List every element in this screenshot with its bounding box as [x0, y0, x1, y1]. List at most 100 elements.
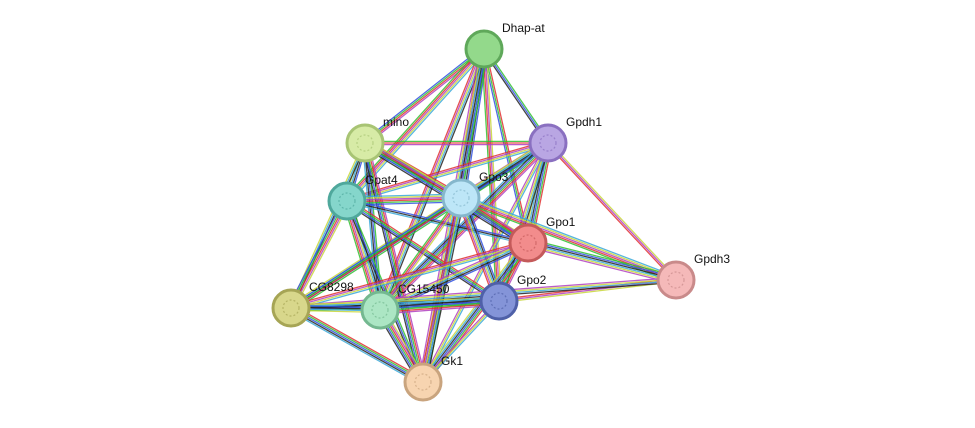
node[interactable] [441, 178, 481, 218]
node-label: Gpo1 [546, 215, 576, 229]
edge [483, 48, 529, 244]
node-label: Gpo2 [517, 273, 547, 287]
node[interactable] [508, 223, 548, 263]
edge [461, 195, 677, 280]
edge [423, 243, 530, 383]
node[interactable] [464, 29, 504, 69]
edge [290, 197, 462, 309]
node[interactable] [479, 281, 519, 321]
edge [290, 200, 348, 309]
edge [291, 198, 463, 310]
edge [289, 199, 347, 308]
edge [425, 245, 532, 385]
node-label: mino [383, 115, 409, 129]
edge [363, 46, 483, 142]
edge [365, 142, 426, 382]
edge [380, 304, 500, 315]
edge [423, 198, 464, 383]
node[interactable] [403, 362, 443, 402]
edge [481, 49, 528, 244]
edge [381, 199, 464, 312]
edge [484, 48, 531, 243]
edge [420, 241, 527, 381]
edge [424, 244, 531, 384]
edge [362, 143, 423, 383]
edge [290, 241, 528, 308]
edge [364, 47, 484, 143]
node[interactable] [327, 181, 367, 221]
edge [378, 239, 527, 308]
edge [527, 244, 676, 283]
edge [346, 201, 528, 246]
edge [361, 143, 421, 383]
node-structure [519, 234, 537, 252]
edge [367, 142, 427, 382]
edge [292, 145, 551, 312]
edge [480, 49, 498, 302]
edge [288, 139, 547, 306]
node[interactable] [360, 290, 400, 330]
edge [287, 199, 345, 307]
node-label: Gk1 [441, 354, 463, 368]
node-structure [338, 192, 356, 210]
node-label: Gpo3 [479, 170, 509, 184]
edge [293, 202, 351, 310]
node-structure [282, 299, 300, 317]
edge [547, 142, 677, 281]
edge [377, 140, 547, 309]
edge [290, 240, 528, 307]
edge [546, 143, 676, 282]
node-label: CG15450 [398, 282, 450, 296]
node-label: CG8298 [309, 280, 354, 294]
edge [290, 307, 424, 383]
edge [425, 198, 465, 383]
edge [528, 238, 678, 277]
edge [380, 302, 500, 314]
node[interactable] [345, 123, 385, 163]
edge [346, 200, 529, 244]
edge [291, 201, 349, 310]
edge [548, 141, 678, 280]
node-structure [539, 134, 557, 152]
edge [528, 240, 677, 279]
node[interactable] [528, 123, 568, 163]
node[interactable] [271, 288, 311, 328]
edge [422, 197, 462, 383]
node-label: Dhap-at [502, 21, 545, 35]
edge [526, 246, 676, 285]
edge [289, 196, 461, 308]
edge [377, 196, 460, 309]
node-label: Gpat4 [365, 173, 398, 187]
node-structure [414, 373, 432, 391]
node-structure [452, 189, 470, 207]
edge [378, 197, 461, 310]
edge [461, 194, 678, 278]
edge [379, 296, 499, 307]
node-label: Gpdh1 [566, 115, 602, 129]
node-label: Gpdh3 [694, 252, 730, 266]
node-structure [490, 292, 508, 310]
edge [291, 244, 529, 311]
node[interactable] [656, 260, 696, 300]
nodes: Dhap-at Gpdh1 mino Gpat4 Gpo3 Gpo1 Gpdh3 Gpo2 CG… [271, 21, 730, 402]
edge [420, 197, 461, 382]
edge [289, 308, 423, 384]
edge [380, 301, 500, 312]
edge [289, 310, 422, 386]
edge [419, 197, 459, 382]
node-structure [371, 301, 389, 319]
edge [291, 243, 529, 310]
edge [347, 200, 426, 382]
edge [347, 198, 529, 243]
edge [291, 306, 425, 382]
edge [421, 242, 528, 382]
edge [527, 243, 676, 282]
edge [380, 198, 463, 311]
node-structure [667, 271, 685, 289]
edge [364, 142, 424, 383]
edge [528, 241, 677, 280]
edge [379, 299, 499, 310]
node-structure [356, 134, 374, 152]
